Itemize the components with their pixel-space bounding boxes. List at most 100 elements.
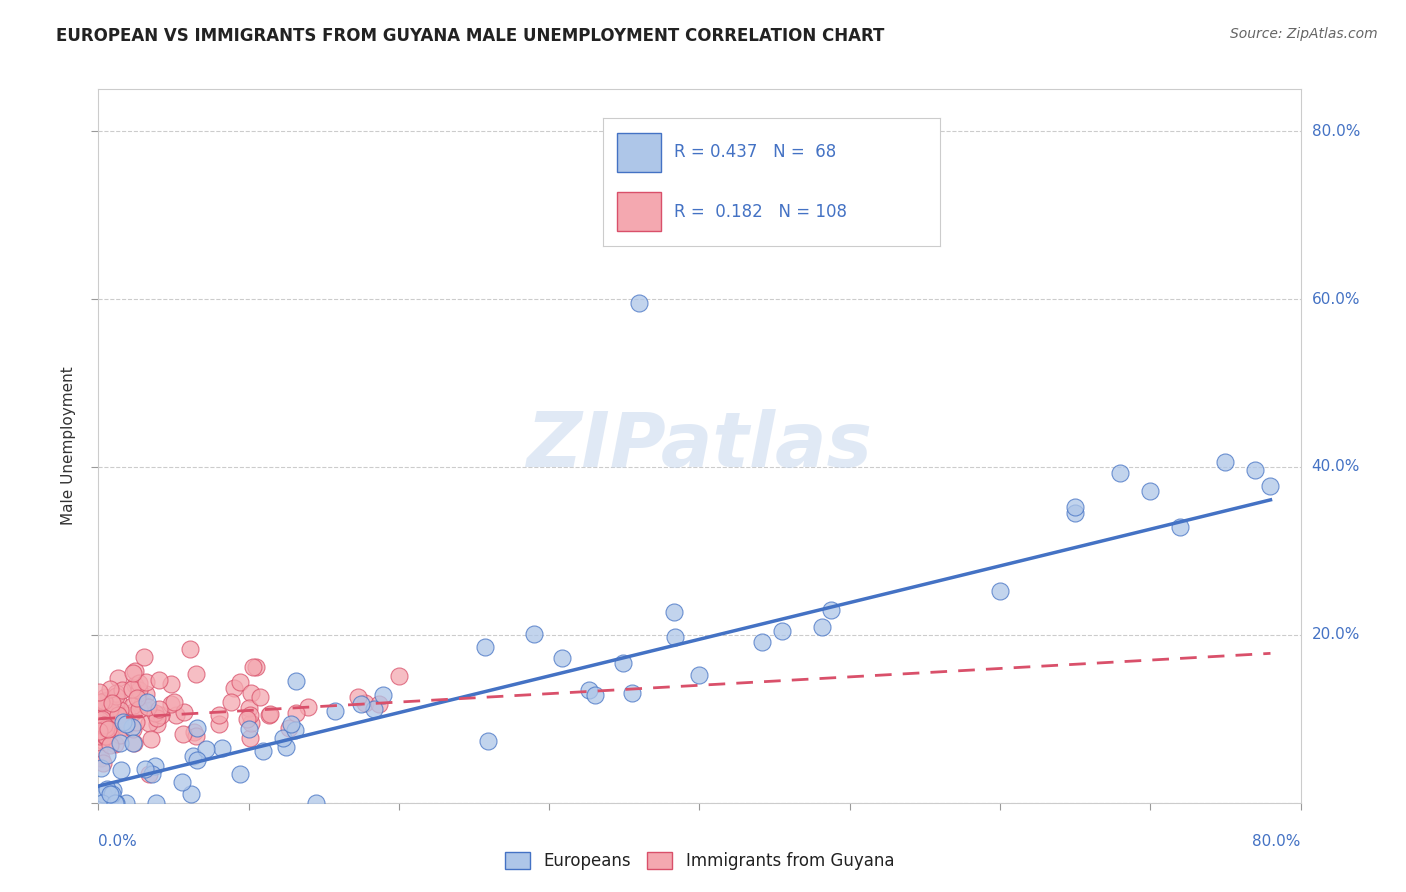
Point <box>172 775 194 789</box>
Point <box>363 702 385 716</box>
Point <box>91 787 114 801</box>
Point <box>108 728 131 742</box>
Point <box>135 696 157 710</box>
Point <box>87 724 110 739</box>
Point <box>350 697 373 711</box>
Point <box>96 782 118 797</box>
Point <box>658 229 681 244</box>
Point <box>252 744 274 758</box>
Point <box>239 731 262 745</box>
Point <box>122 736 145 750</box>
Point <box>91 713 114 727</box>
Point <box>105 689 128 703</box>
Point <box>96 747 118 762</box>
Point <box>186 721 208 735</box>
Legend: Europeans, Immigrants from Guyana: Europeans, Immigrants from Guyana <box>498 845 901 877</box>
Point <box>104 686 127 700</box>
Point <box>810 620 832 634</box>
Point <box>115 708 138 723</box>
Point <box>128 683 150 698</box>
Point <box>820 603 842 617</box>
Point <box>115 716 138 731</box>
Point <box>135 675 157 690</box>
Point <box>474 640 496 655</box>
Point <box>94 690 117 705</box>
Point <box>87 711 110 725</box>
Point <box>184 729 207 743</box>
Point <box>353 696 375 710</box>
Point <box>90 695 112 709</box>
Point <box>284 673 307 688</box>
Point <box>367 698 389 712</box>
Point <box>186 753 208 767</box>
Point <box>145 796 167 810</box>
Point <box>87 685 110 699</box>
Point <box>239 686 262 700</box>
Point <box>107 694 129 708</box>
Point <box>122 706 145 720</box>
Point <box>1064 506 1087 520</box>
Point <box>98 724 121 739</box>
Point <box>141 731 163 746</box>
Text: 80.0%: 80.0% <box>1312 124 1360 138</box>
Point <box>257 708 280 723</box>
Point <box>239 708 262 723</box>
Point <box>121 665 143 680</box>
Point <box>91 712 114 726</box>
Point <box>101 787 124 801</box>
Point <box>222 681 245 695</box>
Point <box>271 731 294 746</box>
Point <box>305 796 328 810</box>
Point <box>89 729 111 743</box>
Point <box>179 642 201 657</box>
Point <box>280 717 302 731</box>
Point <box>127 690 149 705</box>
Point <box>107 671 129 685</box>
Point <box>107 708 129 723</box>
Point <box>124 664 146 678</box>
Point <box>523 627 546 641</box>
Point <box>105 796 128 810</box>
Point <box>240 715 263 730</box>
Point <box>93 694 115 708</box>
Point <box>98 787 121 801</box>
Point <box>297 700 319 714</box>
Point <box>94 730 117 744</box>
Point <box>211 741 233 756</box>
Point <box>988 584 1011 599</box>
Point <box>122 722 145 736</box>
Point <box>132 695 155 709</box>
Point <box>149 707 172 722</box>
Point <box>108 736 131 750</box>
Point <box>388 668 411 682</box>
Point <box>148 702 170 716</box>
Point <box>183 725 205 739</box>
Point <box>259 706 281 721</box>
Point <box>228 675 250 690</box>
Point <box>100 704 122 718</box>
Point <box>121 699 143 714</box>
Point <box>94 722 117 736</box>
Point <box>371 688 394 702</box>
Point <box>98 738 121 752</box>
Point <box>274 740 297 755</box>
Point <box>208 708 231 723</box>
Point <box>238 722 260 736</box>
Point <box>245 660 267 674</box>
Point <box>134 762 156 776</box>
Point <box>91 733 114 747</box>
Point <box>578 683 600 698</box>
Text: 40.0%: 40.0% <box>1312 459 1360 475</box>
Point <box>98 702 121 716</box>
Point <box>160 697 183 711</box>
Point <box>111 714 134 729</box>
Point <box>121 720 143 734</box>
Point <box>172 727 194 741</box>
Point <box>612 657 634 671</box>
Point <box>121 681 143 696</box>
Point <box>89 713 111 727</box>
Point <box>138 716 160 731</box>
Point <box>323 704 346 718</box>
Point <box>173 705 195 719</box>
Point <box>93 718 115 732</box>
